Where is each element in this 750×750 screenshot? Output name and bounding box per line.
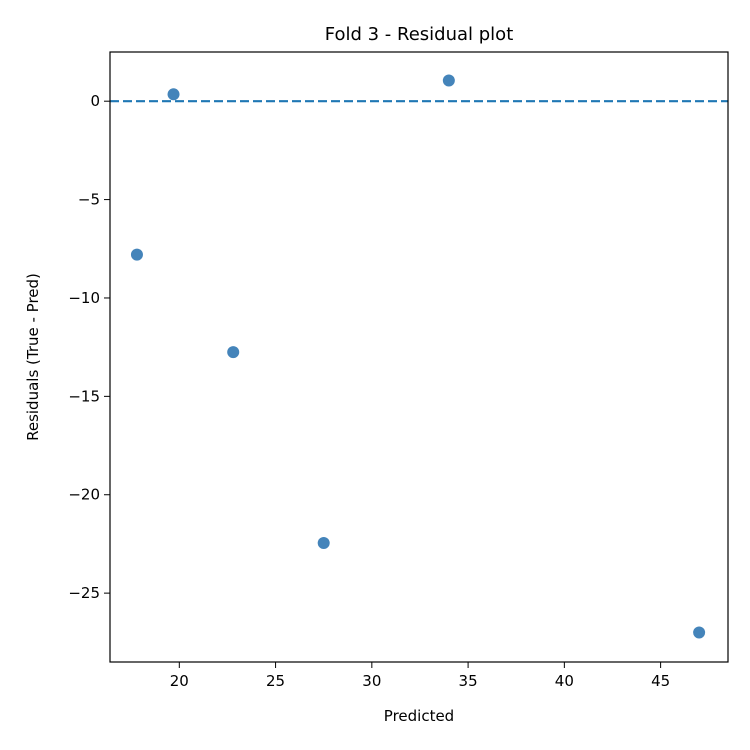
x-tick-label-45: 45	[651, 672, 670, 690]
data-point-2	[167, 88, 180, 101]
y-tick-label--5: −5	[78, 191, 100, 209]
x-tick-label-40: 40	[555, 672, 574, 690]
data-point-5	[442, 74, 455, 87]
data-point-1	[130, 248, 143, 261]
chart-title: Fold 3 - Residual plot	[325, 24, 514, 45]
data-point-3	[227, 346, 240, 359]
x-axis-label: Predicted	[384, 707, 454, 725]
x-tick-label-30: 30	[362, 672, 381, 690]
y-tick-label--25: −25	[68, 584, 100, 602]
y-axis-label: Residuals (True - Pred)	[24, 273, 42, 441]
plot-area: 20 25 30 35 40 45 0 −5 −10 −15 −20 −25	[68, 51, 729, 690]
data-point-4	[317, 536, 330, 549]
y-tick-label--10: −10	[68, 289, 100, 307]
y-tick-label--15: −15	[68, 387, 100, 405]
x-tick-label-25: 25	[266, 672, 285, 690]
y-tick-label--20: −20	[68, 486, 100, 504]
x-tick-label-20: 20	[170, 672, 189, 690]
x-tick-label-35: 35	[459, 672, 478, 690]
axes-frame	[109, 51, 729, 663]
y-tick-label-0: 0	[90, 92, 100, 110]
data-point-6	[693, 626, 706, 639]
